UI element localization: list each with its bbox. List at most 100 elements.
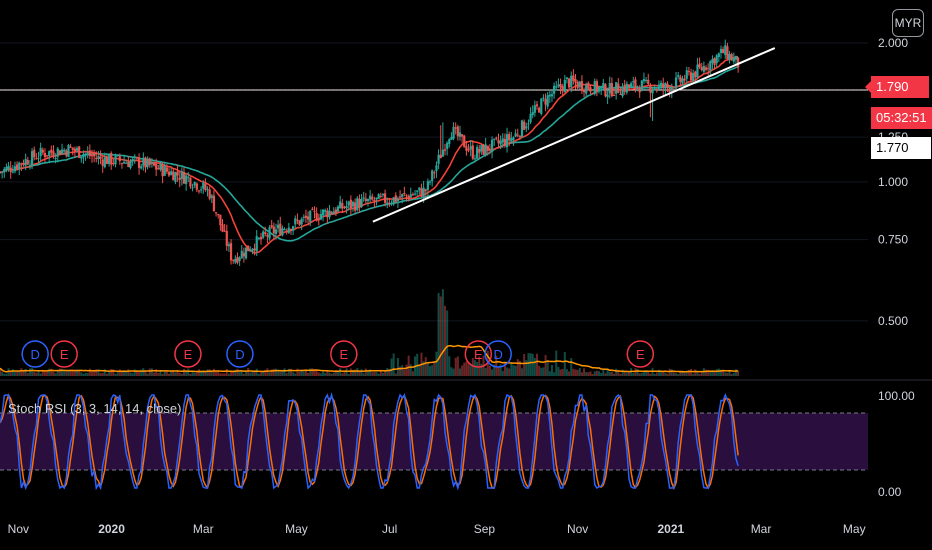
earnings-event[interactable]: E [330,340,358,368]
candle-body [343,206,346,208]
indicator-label[interactable]: Stoch RSI (3, 3, 14, 14, close) [8,401,182,416]
candle-body [623,84,626,92]
candle-body [272,226,275,234]
volume-bar [105,373,108,376]
volume-bar [516,359,519,376]
candle-body [328,210,331,218]
volume-bar [683,372,686,376]
candle-body [287,227,290,233]
candle-body [289,229,293,231]
time-tick: Sep [474,522,496,536]
candle-body [88,150,91,157]
volume-bar [384,370,387,376]
volume-bar [165,370,168,376]
volume-bar [465,361,468,376]
candle-body [441,149,444,157]
volume-bar [39,373,42,376]
volume-bar [525,360,528,376]
volume-bar [251,371,254,376]
candle-body [118,156,121,162]
volume-bar [655,372,658,376]
candle-body [193,182,196,186]
volume-bar [322,371,325,376]
candle-body [150,161,153,164]
volume-bar [142,368,145,376]
volume-bar [37,371,40,376]
volume-bar [337,371,340,376]
candle-body [538,107,541,113]
volume-bar [204,371,207,376]
candle-body [285,230,288,232]
volume-bar [681,370,684,376]
volume-bar [144,371,147,376]
candle-body [659,82,663,87]
volume-bar [550,364,553,376]
trendline[interactable] [372,47,776,223]
volume-bar [11,369,14,376]
candle-body [5,166,8,171]
candle-body [217,214,220,216]
volume-bar [403,369,406,376]
volume-bar [561,368,564,376]
volume-bar [390,358,393,376]
candle-body [702,66,705,72]
volume-bar [508,368,511,376]
candle-body [24,158,27,166]
candle-body [11,171,14,173]
candle-body [681,78,684,84]
candle-body [409,194,412,198]
volume-bar [360,369,363,376]
currency-button[interactable]: MYR [892,9,924,37]
candle-body [621,86,624,97]
time-scale[interactable]: Nov 2020 Mar May Jul Sep Nov 2021 Mar May [8,522,866,536]
candle-body [240,250,243,259]
volume-bar [488,365,491,376]
volume-bar [587,372,590,376]
candle-body [82,154,85,158]
candle-body [557,84,560,87]
dividend-event[interactable]: D [484,340,512,368]
dividend-event[interactable]: D [21,340,49,368]
candle-body [125,162,128,164]
earnings-event[interactable]: E [174,340,202,368]
volume-bar [215,371,218,376]
earnings-event[interactable]: E [626,340,655,368]
volume-bar [737,370,740,376]
volume-bar [242,373,245,376]
candle-body [516,134,519,136]
volume-bar [666,373,669,376]
earnings-event[interactable]: E [464,340,493,368]
volume-bar [647,371,650,376]
candle-body [204,183,207,191]
volume-bar [225,368,228,376]
candle-body [448,139,451,144]
volume-bar [332,372,335,376]
volume-bar [461,365,464,376]
volume-bar [189,373,192,376]
volume-bar [555,350,558,376]
volume-bar [16,371,19,376]
volume-bar [99,373,102,376]
volume-bar [698,373,701,376]
volume-bar [429,366,432,376]
volume-bar [670,369,673,376]
volume-bar [572,368,575,376]
volume-bar [471,358,474,376]
volume-bar [95,369,98,376]
candle-body [277,224,280,229]
candle-body [692,73,695,82]
candle-body [657,84,661,90]
stoch-tick-bottom: 0.00 [878,485,902,499]
candle-body [142,157,145,166]
candle-body [719,48,723,53]
candle-body [144,157,147,168]
volume-bar [371,372,374,376]
dividend-event[interactable]: D [226,340,254,368]
volume-bar [227,373,230,376]
time-tick: Mar [193,522,214,536]
volume-bar [326,371,329,376]
earnings-event[interactable]: E [50,340,78,368]
volume-bar [634,368,637,376]
